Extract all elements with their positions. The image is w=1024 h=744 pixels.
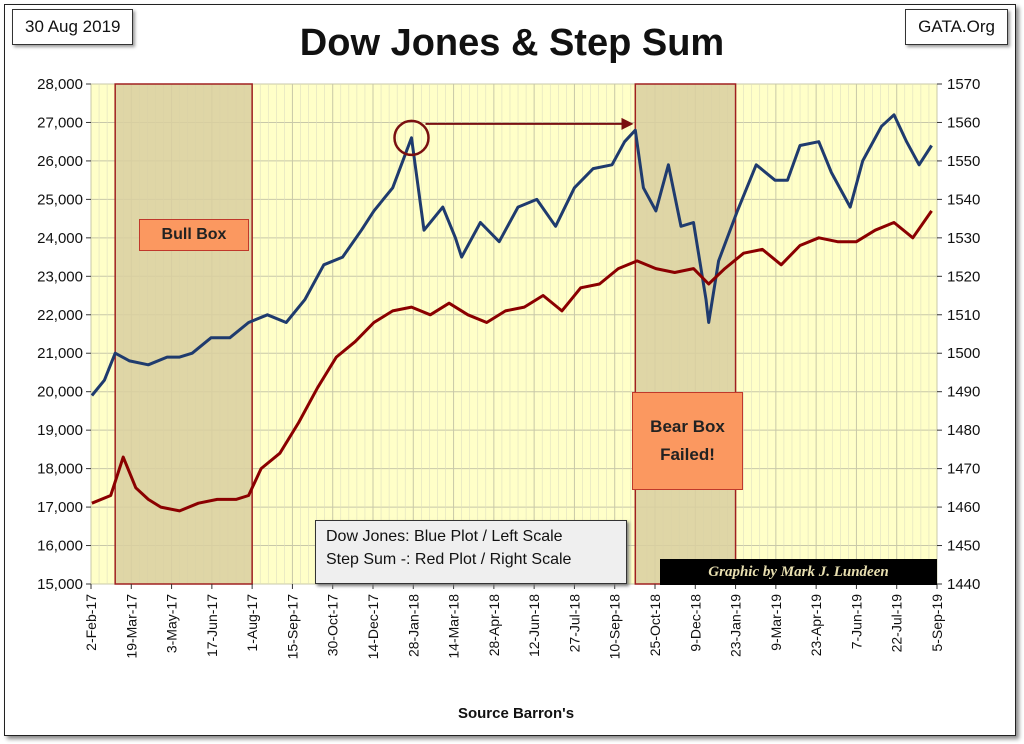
left-tick-label: 28,000 <box>37 76 83 93</box>
left-tick-label: 16,000 <box>37 538 83 555</box>
right-axis: 1440 1450 1460 1470 1480 1490 1500 1510 1520 1530… <box>937 76 980 593</box>
x-tick-label: 23-Apr-19 <box>808 594 824 656</box>
bear-box-label: Bear Box Failed! <box>632 392 743 490</box>
x-tick-label: 28-Apr-18 <box>486 594 502 656</box>
right-tick-label: 1540 <box>947 191 980 208</box>
x-tick-label: 27-Jul-18 <box>566 594 582 653</box>
legend-dow: Dow Jones: Blue Plot / Left Scale <box>326 528 563 545</box>
right-tick-label: 1560 <box>947 114 980 131</box>
x-tick-label: 14-Dec-17 <box>365 594 381 660</box>
right-tick-label: 1510 <box>947 307 980 324</box>
left-tick-label: 24,000 <box>37 230 83 247</box>
x-tick-label: 30-Oct-17 <box>325 594 341 656</box>
legend-step-sum: Step Sum -: Red Plot / Right Scale <box>326 551 572 568</box>
x-tick-label: 15-Sep-17 <box>284 594 300 660</box>
series-lines <box>90 113 933 513</box>
x-tick-label: 12-Jun-18 <box>526 594 542 657</box>
legend: Dow Jones: Blue Plot / Left Scale Step S… <box>315 520 627 584</box>
x-tick-label: 3-May-17 <box>164 594 180 653</box>
bear-box-label-line1: Bear Box <box>650 417 725 436</box>
left-tick-label: 23,000 <box>37 268 83 285</box>
left-tick-label: 17,000 <box>37 499 83 516</box>
x-tick-label: 5-Sep-19 <box>929 594 945 652</box>
x-tick-label: 7-Jun-19 <box>848 594 864 649</box>
left-tick-label: 15,000 <box>37 576 83 593</box>
x-tick-label: 1-Aug-17 <box>244 594 260 652</box>
x-tick-label: 10-Sep-18 <box>607 594 623 660</box>
x-tick-label: 9-Dec-18 <box>687 594 703 652</box>
left-tick-label: 26,000 <box>37 153 83 170</box>
step-sum-line <box>91 210 933 513</box>
x-tick-label: 22-Jul-19 <box>889 594 905 653</box>
right-tick-label: 1440 <box>947 576 980 593</box>
x-tick-label: 14-Mar-18 <box>446 594 462 659</box>
right-tick-label: 1450 <box>947 538 980 555</box>
bull-box-label: Bull Box <box>139 219 249 251</box>
left-axis: 15,000 16,000 17,000 18,000 19,000 20,000 21,0… <box>37 76 91 593</box>
left-tick-label: 22,000 <box>37 307 83 324</box>
left-tick-label: 18,000 <box>37 461 83 478</box>
x-tick-label: 25-Oct-18 <box>647 594 663 656</box>
right-tick-label: 1550 <box>947 153 980 170</box>
right-tick-label: 1500 <box>947 345 980 362</box>
right-tick-label: 1460 <box>947 499 980 516</box>
chart-title: Dow Jones & Step Sum <box>299 22 725 64</box>
bear-box-region <box>634 83 737 585</box>
right-tick-label: 1530 <box>947 230 980 247</box>
highlight-circle <box>393 119 430 157</box>
dow-jones-line <box>90 113 933 397</box>
right-tick-label: 1570 <box>947 76 980 93</box>
right-tick-label: 1520 <box>947 268 980 285</box>
right-tick-label: 1480 <box>947 422 980 439</box>
x-axis: 2-Feb-17 19-Mar-17 3-May-17 17-Jun-17 1-Aug-… <box>83 584 945 659</box>
x-tick-label: 2-Feb-17 <box>83 594 99 651</box>
bear-box-label-line2: Failed! <box>660 445 715 464</box>
x-tick-label: 28-Jan-18 <box>405 594 421 657</box>
x-tick-label: 19-Mar-17 <box>123 594 139 659</box>
source-tag: GATA.Org <box>905 9 1008 45</box>
x-tick-label: 17-Jun-17 <box>204 594 220 657</box>
date-label: 30 Aug 2019 <box>12 9 134 45</box>
left-tick-label: 19,000 <box>37 422 83 439</box>
left-tick-label: 21,000 <box>37 345 83 362</box>
highlight-arrow-head <box>621 117 634 130</box>
left-tick-label: 20,000 <box>37 384 83 401</box>
credit-label: Graphic by Mark J. Lundeen <box>660 559 937 585</box>
left-tick-label: 27,000 <box>37 114 83 131</box>
highlight-annotation <box>393 117 634 157</box>
x-tick-label: 23-Jan-19 <box>728 594 744 657</box>
left-tick-label: 25,000 <box>37 191 83 208</box>
x-tick-label: 9-Mar-19 <box>768 594 784 651</box>
right-tick-label: 1470 <box>947 461 980 478</box>
x-axis-title: Source Barron's <box>458 705 574 722</box>
right-tick-label: 1490 <box>947 384 980 401</box>
